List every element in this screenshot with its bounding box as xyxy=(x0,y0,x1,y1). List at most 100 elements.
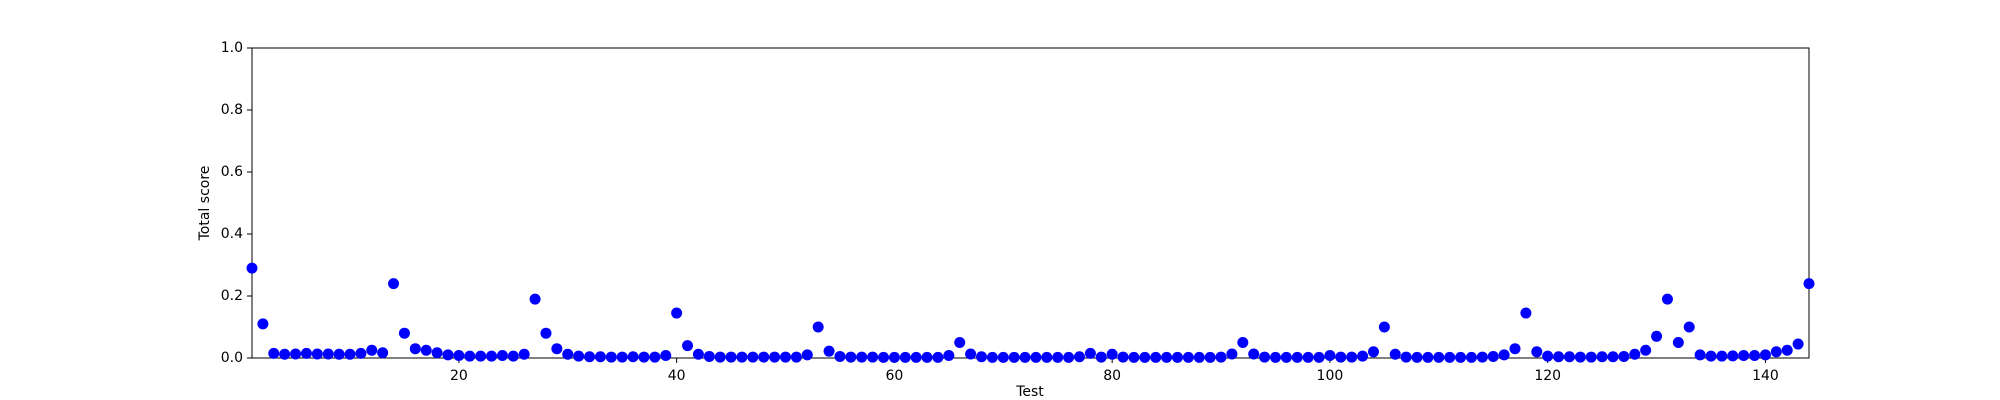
point xyxy=(921,351,933,363)
point xyxy=(1433,351,1445,363)
point xyxy=(388,278,400,290)
point xyxy=(1411,351,1423,363)
point xyxy=(1422,351,1434,363)
point xyxy=(1030,351,1042,363)
point xyxy=(1259,351,1271,363)
point xyxy=(1563,351,1575,363)
point xyxy=(1716,350,1728,362)
point xyxy=(584,351,596,363)
y-tick-label: 1.0 xyxy=(221,40,243,56)
point xyxy=(834,350,846,362)
point xyxy=(1574,351,1586,363)
point xyxy=(507,350,519,362)
point xyxy=(1171,351,1183,363)
point xyxy=(1509,343,1521,355)
point xyxy=(1095,351,1107,363)
point xyxy=(377,347,389,359)
y-tick-label: 0.2 xyxy=(221,288,243,304)
point xyxy=(1226,348,1238,360)
point xyxy=(1008,351,1020,363)
point xyxy=(997,351,1009,363)
x-tick-label: 20 xyxy=(450,368,468,384)
point xyxy=(409,343,421,355)
y-tick-label: 0.4 xyxy=(221,226,243,242)
point xyxy=(1378,321,1390,333)
point xyxy=(976,351,988,363)
point xyxy=(486,350,498,362)
point xyxy=(1063,351,1075,363)
point xyxy=(1193,351,1205,363)
point xyxy=(355,347,367,359)
point xyxy=(605,351,617,363)
point xyxy=(1389,348,1401,360)
point xyxy=(1269,351,1281,363)
point xyxy=(845,351,857,363)
point xyxy=(1618,350,1630,362)
x-tick-label: 60 xyxy=(885,368,903,384)
point xyxy=(1585,351,1597,363)
point xyxy=(649,351,661,363)
x-tick-label: 40 xyxy=(668,368,686,384)
point xyxy=(1640,344,1652,356)
y-axis-label: Total score xyxy=(197,166,213,242)
point xyxy=(616,351,628,363)
point xyxy=(932,351,944,363)
point xyxy=(1117,351,1129,363)
point xyxy=(1052,351,1064,363)
point xyxy=(910,351,922,363)
point xyxy=(496,350,508,362)
point xyxy=(1542,350,1554,362)
point xyxy=(594,351,606,363)
point xyxy=(573,350,585,362)
point xyxy=(398,327,410,339)
point xyxy=(878,351,890,363)
point xyxy=(300,347,312,359)
point xyxy=(1161,351,1173,363)
point xyxy=(1444,351,1456,363)
point xyxy=(1346,351,1358,363)
point xyxy=(1073,351,1085,363)
point xyxy=(1531,346,1543,358)
point xyxy=(1683,321,1695,333)
point xyxy=(714,351,726,363)
point xyxy=(1465,351,1477,363)
point xyxy=(692,348,704,360)
point xyxy=(344,348,356,360)
point xyxy=(290,348,302,360)
point xyxy=(1694,349,1706,361)
y-tick-label: 0.0 xyxy=(221,350,243,366)
point xyxy=(453,350,465,362)
point xyxy=(1237,337,1249,348)
point xyxy=(246,262,258,274)
point xyxy=(1749,350,1761,362)
point xyxy=(1553,351,1565,363)
point xyxy=(268,347,280,359)
point xyxy=(366,344,378,356)
point xyxy=(1651,330,1663,342)
point xyxy=(801,349,813,361)
y-tick-label: 0.8 xyxy=(221,102,243,118)
point xyxy=(562,348,574,360)
point xyxy=(1357,350,1369,362)
point xyxy=(1629,348,1641,360)
point xyxy=(758,351,770,363)
point xyxy=(431,347,443,359)
point xyxy=(1705,350,1717,362)
x-tick-label: 100 xyxy=(1317,368,1344,384)
point xyxy=(954,337,966,348)
point xyxy=(311,348,323,360)
point xyxy=(627,351,639,363)
point xyxy=(1335,351,1347,363)
point xyxy=(812,321,824,333)
point xyxy=(279,348,291,360)
plot-frame xyxy=(251,47,1810,359)
point xyxy=(1455,351,1467,363)
point xyxy=(475,350,487,362)
point xyxy=(867,351,879,363)
point xyxy=(747,351,759,363)
point xyxy=(986,351,998,363)
point xyxy=(1759,349,1771,361)
y-tick-label: 0.6 xyxy=(221,164,243,180)
point xyxy=(1520,307,1532,319)
